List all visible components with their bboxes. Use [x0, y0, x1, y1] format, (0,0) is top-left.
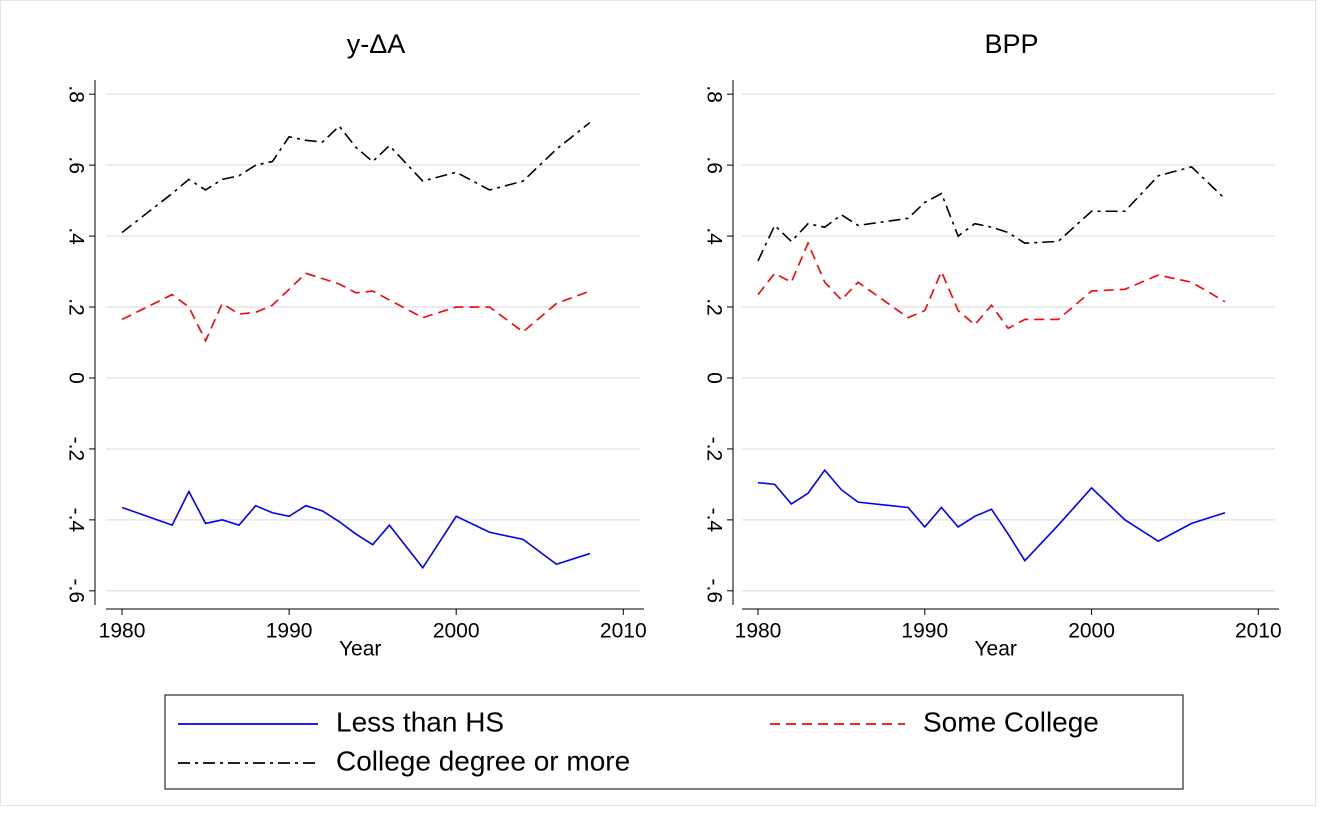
- y-tick-label: -.6: [64, 579, 87, 604]
- x-tick-label: 1990: [901, 620, 948, 643]
- y-tick-label: 0: [702, 372, 725, 384]
- chart-title: y-ΔA: [347, 29, 406, 59]
- series-line: [757, 241, 1226, 330]
- series-line: [121, 489, 591, 570]
- x-tick-label: 2010: [1235, 620, 1282, 643]
- y-tick-label: .4: [64, 227, 87, 245]
- x-tick-label: 1980: [735, 620, 782, 643]
- y-tick-label: .8: [64, 85, 87, 103]
- y-tick-label: .4: [702, 227, 725, 245]
- series-line: [757, 468, 1226, 562]
- chart-title: BPP: [984, 29, 1038, 59]
- y-tick-label: .2: [64, 298, 87, 316]
- series-line: [121, 272, 591, 343]
- y-tick-label: .8: [702, 85, 725, 103]
- series-line: [757, 166, 1226, 262]
- y-tick-label: 0: [64, 372, 87, 384]
- legend-label: Some College: [923, 706, 1099, 737]
- x-tick-label: 1990: [266, 620, 313, 643]
- legend-label: College degree or more: [336, 745, 630, 776]
- x-tick-label: 2010: [600, 620, 647, 643]
- x-tick-label: 2000: [433, 620, 480, 643]
- y-tick-label: -.4: [702, 508, 725, 533]
- y-tick-label: .6: [64, 156, 87, 174]
- y-tick-label: .6: [702, 156, 725, 174]
- legend-box: [164, 694, 1184, 790]
- y-tick-label: -.6: [702, 579, 725, 604]
- x-tick-label: 2000: [1068, 620, 1115, 643]
- x-tick-label: 1980: [99, 620, 146, 643]
- x-axis-title: Year: [339, 638, 381, 661]
- x-axis-title: Year: [974, 638, 1016, 661]
- y-tick-label: -.4: [64, 508, 87, 533]
- series-line: [121, 121, 591, 234]
- y-tick-label: -.2: [702, 437, 725, 462]
- y-tick-label: -.2: [64, 437, 87, 462]
- legend-label: Less than HS: [336, 706, 504, 737]
- y-tick-label: .2: [702, 298, 725, 316]
